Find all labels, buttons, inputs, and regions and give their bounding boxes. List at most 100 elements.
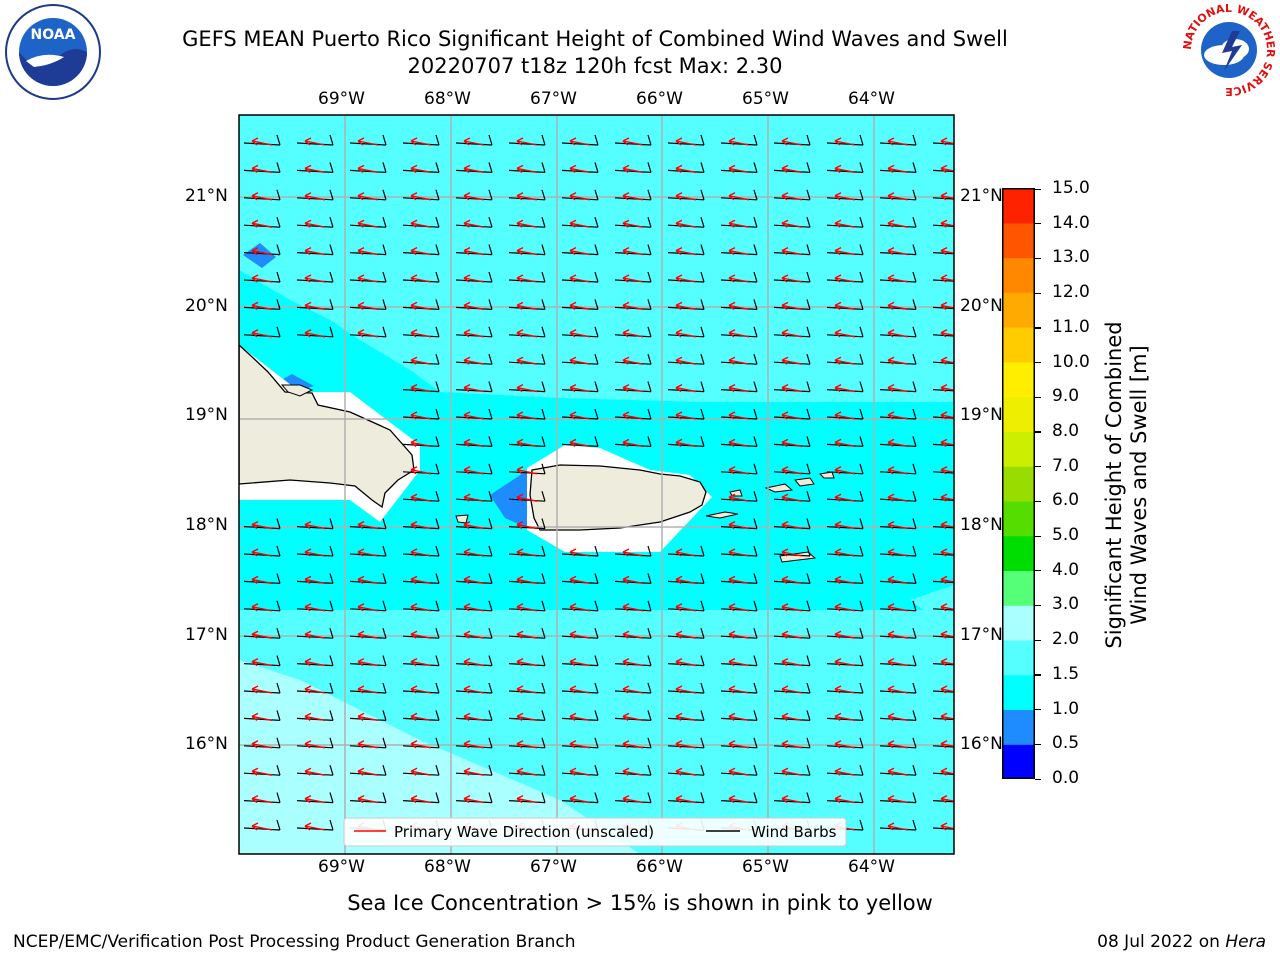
wave-arrow <box>304 794 326 804</box>
wave-arrow <box>251 712 273 722</box>
vector-2-1 <box>296 189 334 201</box>
wave-arrow <box>410 712 432 722</box>
wave-arrow <box>887 329 909 338</box>
vector-16-1 <box>296 573 334 585</box>
vector-21-2 <box>349 710 387 722</box>
wind-barb <box>667 655 705 667</box>
wind-barb <box>508 682 546 694</box>
wind-barb <box>667 381 705 393</box>
colorbar-tick-mark <box>1035 188 1041 190</box>
wave-arrow <box>357 548 379 557</box>
vector-18-7 <box>614 628 652 639</box>
vector-23-12 <box>879 765 917 776</box>
vector-11-10 <box>773 436 811 448</box>
wind-barb <box>667 710 705 721</box>
colorbar-title-line1: Significant Height of Combined <box>1102 321 1126 649</box>
wind-barb <box>614 628 652 639</box>
wave-arrow <box>304 164 326 174</box>
wind-barb <box>561 326 599 338</box>
lat-label-left-17: 17°N <box>185 625 228 645</box>
wind-barb <box>402 518 440 530</box>
wind-barb <box>455 628 493 639</box>
vector-19-6 <box>561 655 599 667</box>
vector-9-10 <box>773 381 811 393</box>
wind-barb <box>455 463 493 475</box>
wind-barb <box>402 354 440 365</box>
wind-barb <box>455 162 493 173</box>
wind-barb <box>402 189 440 201</box>
vector-19-8 <box>667 655 705 667</box>
lat-label-left-16: 16°N <box>185 734 228 754</box>
wave-arrow <box>834 493 856 502</box>
wind-barb <box>773 682 811 694</box>
vector-16-4 <box>455 573 493 585</box>
wind-barb <box>614 682 652 694</box>
wind-barb <box>773 737 811 749</box>
wind-barb <box>932 553 954 556</box>
colorbar-tick-label: 0.5 <box>1052 733 1080 754</box>
wind-barb <box>296 518 334 530</box>
wave-arrow <box>675 685 697 694</box>
vector-14-10 <box>773 518 811 530</box>
vector-18-0 <box>243 628 281 639</box>
wind-barb <box>243 655 281 667</box>
wave-arrow <box>463 164 485 174</box>
wave-arrow <box>940 740 954 749</box>
colorbar-tick-mark <box>1035 639 1041 641</box>
vector-0-6 <box>561 134 599 146</box>
wind-barb <box>561 381 599 393</box>
wind-barb <box>402 765 440 776</box>
wind-barb <box>932 690 954 693</box>
vector-6-8 <box>667 299 705 311</box>
wave-arrow <box>622 274 644 283</box>
wind-barb <box>402 491 440 502</box>
wave-arrow <box>410 329 432 338</box>
vector-8-7 <box>614 354 652 365</box>
vector-3-11 <box>826 217 864 228</box>
vector-19-1 <box>296 655 334 667</box>
wind-barb <box>349 189 387 201</box>
wind-barb <box>667 271 705 283</box>
wind-barb <box>720 354 758 365</box>
wave-arrow <box>569 219 591 228</box>
wave-arrow <box>781 219 803 228</box>
vector-8-6 <box>561 354 599 365</box>
vector-22-13 <box>932 740 954 749</box>
vector-13-10 <box>773 491 811 502</box>
wind-barb <box>508 381 546 393</box>
wind-barb <box>455 765 493 776</box>
wave-arrow <box>569 712 591 722</box>
wave-arrow <box>781 192 803 201</box>
wind-barb <box>879 408 917 420</box>
vector-3-5 <box>508 217 546 228</box>
vector-2-10 <box>773 189 811 201</box>
wave-arrow <box>410 520 432 530</box>
vector-23-1 <box>296 765 334 776</box>
wind-barb <box>296 819 334 831</box>
wave-arrow <box>357 794 379 804</box>
wind-barb <box>932 526 954 529</box>
wind-barb <box>614 765 652 776</box>
colorbar-tick-mark <box>1035 257 1041 260</box>
vector-2-0 <box>243 189 281 201</box>
vector-23-10 <box>773 765 811 776</box>
wind-barb <box>826 408 864 420</box>
wind-barb <box>879 244 917 256</box>
wave-arrow <box>251 192 273 201</box>
vector-11-6 <box>561 436 599 448</box>
wave-arrow <box>834 548 856 557</box>
vector-24-9 <box>720 792 758 804</box>
vector-19-13 <box>932 657 954 667</box>
wave-arrow <box>887 603 909 612</box>
colorbar-tick-label: 3.0 <box>1052 594 1080 615</box>
wave-arrow <box>251 219 273 228</box>
vector-14-2 <box>349 518 387 530</box>
wave-arrow <box>887 246 909 256</box>
vector-21-3 <box>402 710 440 722</box>
mona-island <box>455 514 469 524</box>
wave-arrow <box>940 301 954 310</box>
wave-arrow <box>516 685 538 694</box>
vector-10-9 <box>720 408 758 420</box>
vector-22-9 <box>720 737 758 749</box>
